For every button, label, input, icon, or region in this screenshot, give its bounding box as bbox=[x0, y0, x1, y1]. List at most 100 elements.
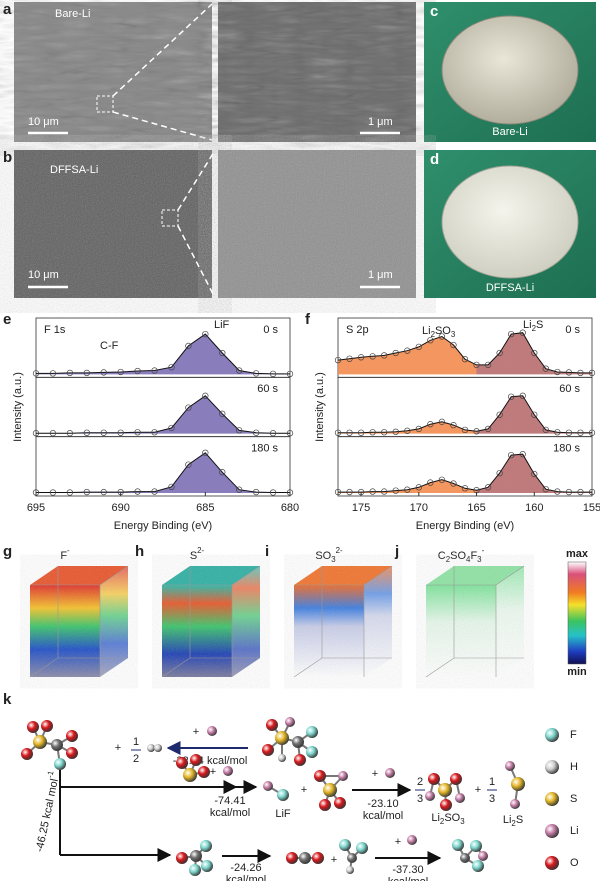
data-point bbox=[236, 427, 243, 434]
data-point bbox=[577, 369, 584, 377]
panel-label: a bbox=[3, 1, 12, 18]
atom bbox=[545, 760, 559, 774]
atom bbox=[425, 791, 435, 801]
atom bbox=[505, 761, 515, 771]
data-point bbox=[404, 347, 411, 354]
data-point bbox=[519, 329, 526, 336]
data-point bbox=[438, 476, 446, 483]
text-segment: 3 bbox=[477, 555, 482, 564]
zoom-line bbox=[177, 151, 215, 211]
x-tick-label: 155 bbox=[583, 502, 600, 514]
scheme-text: + bbox=[193, 726, 199, 738]
data-point bbox=[554, 488, 561, 495]
data-point bbox=[484, 425, 492, 433]
atom bbox=[312, 852, 324, 864]
y-axis-label: Intensity (a.u.) bbox=[314, 372, 326, 442]
atom bbox=[314, 770, 326, 782]
data-point bbox=[588, 369, 596, 377]
data-point bbox=[484, 484, 492, 491]
fit-line bbox=[337, 332, 592, 374]
sem-texture bbox=[14, 150, 212, 298]
text-segment: - bbox=[482, 546, 485, 555]
text-segment: 2 bbox=[532, 324, 536, 333]
atom bbox=[189, 864, 201, 876]
data-point bbox=[565, 488, 573, 496]
scheme-text: kcal/mol bbox=[226, 874, 266, 881]
data-point bbox=[346, 488, 353, 496]
annotation: Li2SO3 bbox=[422, 325, 456, 339]
atom bbox=[294, 754, 306, 766]
atom bbox=[201, 860, 213, 872]
atom bbox=[510, 799, 520, 809]
x-tick-label: 160 bbox=[525, 502, 543, 514]
atom bbox=[147, 744, 155, 752]
atom bbox=[306, 746, 318, 758]
data-point bbox=[577, 488, 584, 496]
data-point bbox=[100, 369, 107, 376]
atom bbox=[347, 853, 357, 863]
data-point bbox=[151, 367, 158, 374]
data-point bbox=[83, 369, 90, 377]
panel-label: h bbox=[135, 543, 144, 560]
data-point bbox=[369, 429, 376, 436]
scheme-text: -23.10 bbox=[367, 798, 398, 810]
data-point bbox=[334, 356, 342, 364]
text-segment: 2 bbox=[446, 555, 450, 564]
scheme-text: -37.30 bbox=[392, 864, 423, 876]
atom bbox=[338, 771, 348, 781]
data-point bbox=[392, 428, 399, 435]
scheme-text: 1 bbox=[133, 736, 139, 748]
data-point bbox=[269, 489, 277, 496]
sem-texture bbox=[14, 2, 212, 142]
zoom-box bbox=[96, 95, 114, 113]
data-point bbox=[461, 356, 469, 363]
data-point bbox=[484, 361, 492, 369]
atom bbox=[440, 799, 452, 811]
chart-title: F 1s bbox=[44, 324, 66, 336]
data-point bbox=[404, 427, 411, 434]
atom bbox=[346, 866, 354, 874]
data-point bbox=[496, 411, 503, 418]
data-point bbox=[269, 430, 277, 437]
cube-edges bbox=[425, 565, 525, 678]
atom bbox=[511, 777, 525, 791]
product-label: Li2SO3 bbox=[431, 812, 465, 826]
colorbar-min: min bbox=[567, 666, 587, 678]
data-point bbox=[392, 487, 399, 494]
scheme-text: kcal/mol bbox=[388, 876, 428, 881]
text-segment: SO bbox=[450, 550, 466, 562]
atom bbox=[198, 766, 210, 778]
atom bbox=[266, 719, 278, 731]
atom bbox=[545, 792, 559, 806]
data-point bbox=[236, 486, 243, 493]
atom bbox=[299, 852, 311, 864]
data-point bbox=[185, 404, 192, 411]
subpanel-frame bbox=[35, 436, 291, 497]
panel-label: e bbox=[3, 311, 11, 328]
scheme-text: + bbox=[210, 766, 216, 778]
data-point bbox=[542, 426, 549, 434]
data-point bbox=[508, 451, 515, 459]
atom bbox=[545, 856, 559, 870]
data-point bbox=[151, 488, 158, 495]
data-point bbox=[49, 489, 57, 496]
photo-caption: DFFSA-Li bbox=[486, 282, 534, 294]
data-point bbox=[83, 429, 90, 436]
data-point bbox=[346, 429, 353, 436]
legend-label: O bbox=[570, 857, 579, 869]
sem-texture bbox=[218, 2, 416, 142]
scale-label: 10 μm bbox=[28, 116, 59, 128]
atom bbox=[27, 721, 39, 733]
peak-area bbox=[36, 334, 290, 375]
data-point bbox=[32, 430, 40, 437]
atom bbox=[460, 853, 470, 863]
annotation: LiF bbox=[214, 319, 230, 331]
legend-label: Li bbox=[570, 825, 579, 837]
data-point bbox=[381, 488, 388, 495]
zoom-box bbox=[161, 209, 179, 227]
ion-label: F- bbox=[60, 546, 70, 562]
atom bbox=[470, 840, 482, 852]
annotation: C-F bbox=[100, 340, 119, 352]
x-tick-label: 170 bbox=[410, 502, 428, 514]
data-point bbox=[427, 421, 434, 428]
